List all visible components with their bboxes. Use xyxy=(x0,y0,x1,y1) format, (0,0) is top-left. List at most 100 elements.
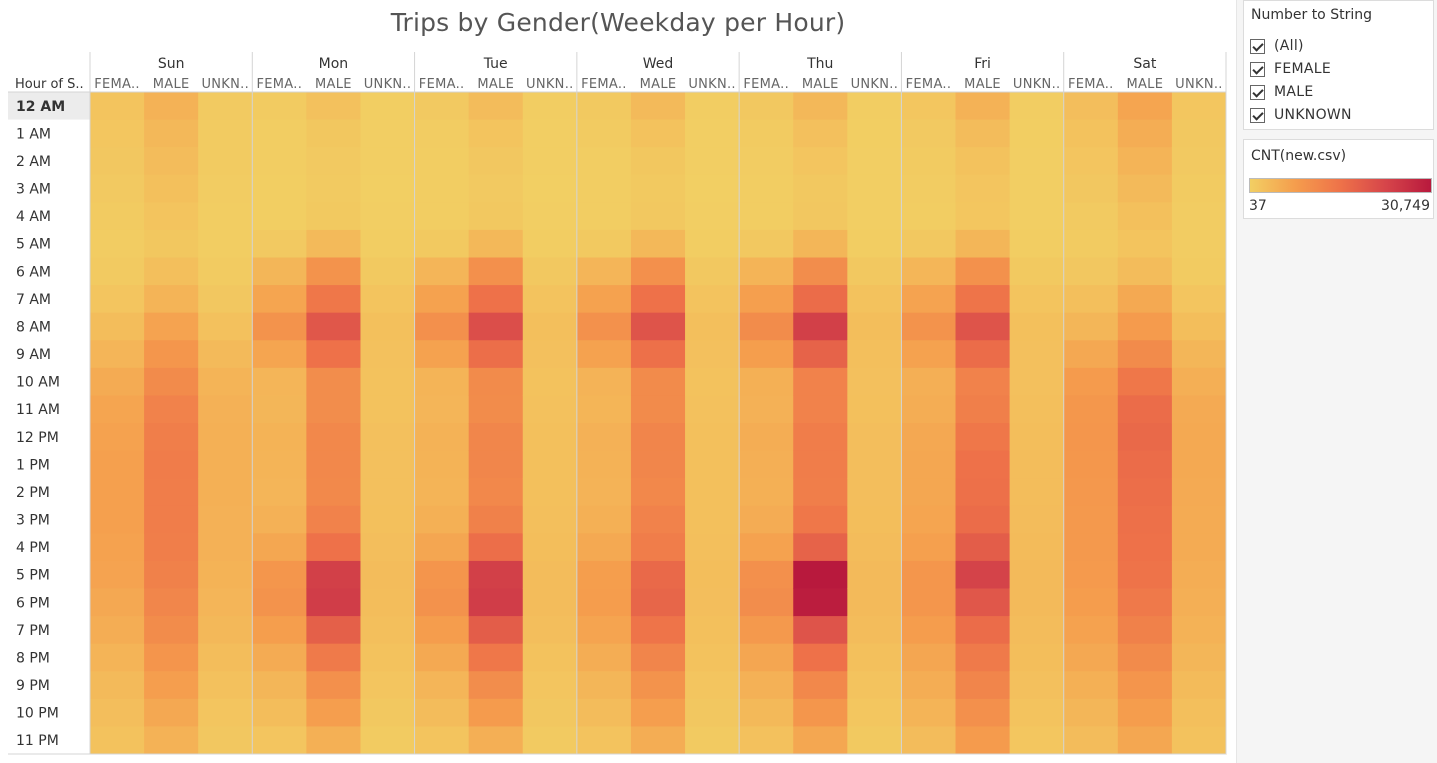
heatmap-cell-tue-male-9 xyxy=(468,340,524,369)
heatmap-cell-wed-female-0 xyxy=(576,92,632,121)
heatmap-cell-fri-unknown-1 xyxy=(1009,119,1065,148)
heatmap-cell-wed-male-10 xyxy=(630,367,686,396)
heatmap-cell-thu-female-7 xyxy=(739,285,794,314)
heatmap-cell-wed-unknown-5 xyxy=(685,229,740,258)
heatmap-cell-mon-male-16 xyxy=(306,533,361,562)
heatmap-cell-wed-unknown-10 xyxy=(685,367,740,396)
gender-label-male: MALE xyxy=(640,77,677,92)
heatmap-cell-wed-male-21 xyxy=(630,671,686,700)
heatmap-cell-tue-unknown-9 xyxy=(522,340,578,369)
filter-item-male[interactable]: MALE xyxy=(1250,83,1430,103)
heatmap-cell-sun-female-22 xyxy=(90,698,145,727)
heatmap-cell-tue-female-12 xyxy=(414,423,470,452)
heatmap-cell-sun-female-17 xyxy=(90,560,145,589)
heatmap-cell-thu-female-22 xyxy=(739,698,794,727)
heatmap-cell-mon-male-15 xyxy=(306,505,361,534)
heatmap-cell-sun-male-20 xyxy=(144,643,199,672)
heatmap-cell-fri-unknown-19 xyxy=(1009,616,1065,645)
heatmap-cell-mon-female-3 xyxy=(252,174,307,203)
heatmap-cell-wed-female-7 xyxy=(576,285,632,314)
heatmap-cell-wed-male-0 xyxy=(630,92,686,121)
gender-label-unknown: UNKN.. xyxy=(201,77,249,92)
heatmap-cell-fri-male-10 xyxy=(955,367,1011,396)
heatmap-cell-sun-male-10 xyxy=(144,367,199,396)
heatmap-cell-sat-male-13 xyxy=(1117,450,1173,479)
heatmap-cell-sun-male-21 xyxy=(144,671,199,700)
heatmap-cell-wed-male-11 xyxy=(630,395,686,424)
heatmap-cell-fri-unknown-15 xyxy=(1009,505,1065,534)
gender-label-male: MALE xyxy=(315,77,352,92)
heatmap-cell-wed-female-2 xyxy=(576,147,632,176)
heatmap-cell-sun-unknown-6 xyxy=(198,257,253,286)
heatmap-cell-thu-male-19 xyxy=(793,616,848,645)
gender-label-female: FEMA.. xyxy=(581,77,627,92)
heatmap-cell-tue-unknown-5 xyxy=(522,229,578,258)
heatmap-cell-tue-male-18 xyxy=(468,588,524,617)
heatmap-cell-thu-male-11 xyxy=(793,395,848,424)
heatmap-cell-tue-male-2 xyxy=(468,147,524,176)
hour-label: 9 AM xyxy=(16,347,51,363)
heatmap-cell-thu-female-9 xyxy=(739,340,794,369)
heatmap-cell-tue-female-3 xyxy=(414,174,470,203)
checkbox-checked-icon[interactable] xyxy=(1250,62,1265,77)
heatmap-cell-wed-female-14 xyxy=(576,478,632,507)
heatmap-cell-wed-female-23 xyxy=(576,726,632,755)
color-legend-card: CNT(new.csv) 37 30,749 xyxy=(1243,139,1434,219)
hour-label: 6 AM xyxy=(16,264,51,280)
day-label-wed: Wed xyxy=(643,56,674,72)
heatmap-cell-sat-unknown-7 xyxy=(1171,285,1227,314)
heatmap-cell-fri-male-20 xyxy=(955,643,1011,672)
checkbox-checked-icon[interactable] xyxy=(1250,85,1265,100)
filter-item-all[interactable]: (All) xyxy=(1250,37,1430,57)
side-panel-divider xyxy=(1236,0,1237,763)
heatmap-cell-thu-male-0 xyxy=(793,92,848,121)
heatmap-cell-tue-male-12 xyxy=(468,423,524,452)
heatmap-cell-sat-male-12 xyxy=(1117,423,1173,452)
heatmap-cell-tue-male-1 xyxy=(468,119,524,148)
heatmap-cell-sun-male-1 xyxy=(144,119,199,148)
heatmap-cell-thu-unknown-19 xyxy=(847,616,902,645)
heatmap-cell-wed-male-16 xyxy=(630,533,686,562)
heatmap-cell-mon-female-22 xyxy=(252,698,307,727)
gender-label-male: MALE xyxy=(153,77,190,92)
gender-label-male: MALE xyxy=(964,77,1001,92)
heatmap-cell-sun-unknown-9 xyxy=(198,340,253,369)
heatmap-cell-tue-female-15 xyxy=(414,505,470,534)
hour-label: 11 PM xyxy=(16,733,59,749)
heatmap-cell-sun-female-15 xyxy=(90,505,145,534)
heatmap-cell-thu-female-18 xyxy=(739,588,794,617)
heatmap-cell-mon-male-20 xyxy=(306,643,361,672)
heatmap-cell-fri-unknown-18 xyxy=(1009,588,1065,617)
heatmap-cell-fri-female-19 xyxy=(901,616,957,645)
heatmap-cell-sun-unknown-10 xyxy=(198,367,253,396)
heatmap-cell-thu-female-5 xyxy=(739,229,794,258)
filter-item-female[interactable]: FEMALE xyxy=(1250,60,1430,80)
heatmap-cell-tue-female-22 xyxy=(414,698,470,727)
heatmap-cell-sat-female-17 xyxy=(1063,560,1119,589)
heatmap-cell-thu-unknown-6 xyxy=(847,257,902,286)
heatmap-cell-thu-female-17 xyxy=(739,560,794,589)
heatmap-cell-tue-female-16 xyxy=(414,533,470,562)
checkbox-checked-icon[interactable] xyxy=(1250,108,1265,123)
heatmap-cell-wed-male-7 xyxy=(630,285,686,314)
checkbox-checked-icon[interactable] xyxy=(1250,39,1265,54)
heatmap-cell-mon-male-23 xyxy=(306,726,361,755)
heatmap-cell-fri-female-20 xyxy=(901,643,957,672)
heatmap-cell-tue-unknown-19 xyxy=(522,616,578,645)
heatmap-cell-sat-female-14 xyxy=(1063,478,1119,507)
heatmap-cell-mon-female-15 xyxy=(252,505,307,534)
heatmap-cell-tue-unknown-11 xyxy=(522,395,578,424)
heatmap-cell-wed-unknown-8 xyxy=(685,312,740,341)
filter-item-unknown[interactable]: UNKNOWN xyxy=(1250,106,1430,126)
heatmap-cell-thu-unknown-17 xyxy=(847,560,902,589)
heatmap-cell-sun-unknown-3 xyxy=(198,174,253,203)
heatmap-cell-tue-female-13 xyxy=(414,450,470,479)
heatmap-cell-wed-unknown-16 xyxy=(685,533,740,562)
heatmap-cell-wed-male-14 xyxy=(630,478,686,507)
hour-label: 9 PM xyxy=(16,678,50,694)
heatmap-cell-sun-female-23 xyxy=(90,726,145,755)
heatmap-cell-fri-male-12 xyxy=(955,423,1011,452)
heatmap-cell-mon-female-13 xyxy=(252,450,307,479)
heatmap-cell-tue-unknown-14 xyxy=(522,478,578,507)
heatmap-cell-wed-female-1 xyxy=(576,119,632,148)
